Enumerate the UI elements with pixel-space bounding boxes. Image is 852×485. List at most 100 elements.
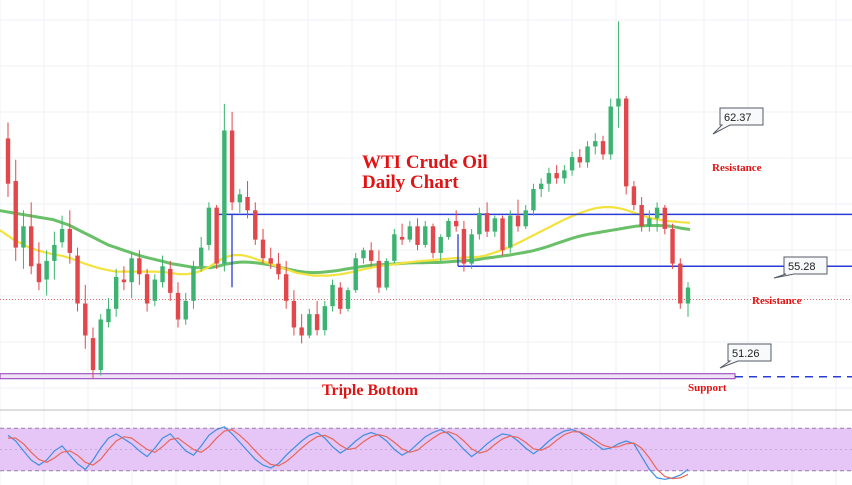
candle-bearish: [453, 210, 459, 232]
candle-bearish: [430, 223, 436, 259]
candle-body: [191, 266, 196, 301]
candle-body: [314, 314, 320, 331]
candle-bullish: [353, 252, 358, 293]
candle-body: [276, 263, 281, 275]
candle-bearish: [75, 247, 80, 312]
candle-bullish: [222, 103, 227, 272]
candle-body: [353, 258, 358, 291]
candle-body: [28, 226, 34, 267]
candle-body: [361, 250, 366, 259]
candle-bearish: [276, 252, 281, 280]
candle-bullish: [129, 252, 134, 299]
candle-body: [453, 220, 459, 227]
candle-bearish: [515, 199, 521, 232]
callout-text: 51.26: [732, 348, 760, 360]
candle-body: [608, 106, 613, 155]
candle-body: [531, 189, 536, 211]
candle-body: [322, 306, 328, 331]
candle-body: [623, 98, 629, 187]
candle-bullish: [361, 247, 366, 264]
candle-bullish: [492, 215, 498, 237]
candle-body: [106, 308, 111, 323]
candle-body: [399, 236, 405, 240]
candle-body: [160, 266, 165, 283]
moving-averages: [0, 206, 691, 277]
candle-bearish: [299, 314, 304, 344]
chart-title: WTI Crude Oil: [362, 152, 488, 173]
candle-bullish: [585, 141, 590, 168]
candle-bullish: [523, 205, 528, 229]
candle-bullish: [446, 218, 451, 240]
candle-bearish: [36, 242, 42, 291]
candle-body: [299, 327, 304, 336]
candle-body: [562, 170, 567, 179]
candle-body: [214, 207, 219, 264]
candle-bullish: [608, 98, 613, 160]
candle-bearish: [137, 250, 142, 285]
candle-bearish: [338, 282, 343, 315]
candle-body: [600, 141, 606, 155]
candle-bearish: [623, 95, 629, 195]
candle-body: [415, 226, 420, 245]
resistance-label-lower: Resistance: [752, 295, 802, 307]
candle-body: [423, 226, 428, 245]
candle-body: [168, 268, 173, 293]
candle-bearish: [268, 247, 273, 269]
candle-body: [59, 228, 65, 243]
candle-bearish: [399, 223, 405, 245]
candle-body: [654, 207, 660, 219]
candle-body: [90, 338, 96, 371]
candle-body: [67, 228, 73, 253]
candle-body: [206, 207, 212, 245]
candle-body: [500, 218, 505, 251]
candle-body: [477, 212, 482, 235]
candle-bearish: [577, 149, 583, 168]
candle-bullish: [531, 183, 536, 216]
candle-bullish: [654, 202, 660, 232]
price-label-62-37: 62.37: [712, 107, 764, 135]
candle-body: [631, 186, 637, 205]
callout-shape: [712, 107, 764, 135]
candle-body: [376, 260, 382, 288]
candle-body: [384, 260, 389, 288]
candle-bearish: [670, 223, 675, 269]
candle-bearish: [554, 165, 559, 184]
candle-bearish: [214, 205, 219, 269]
candle-body: [523, 210, 528, 227]
candle-bullish: [206, 202, 212, 251]
candle-body: [461, 228, 467, 264]
candle-bearish: [600, 135, 606, 160]
candle-body: [446, 220, 451, 237]
candle-bullish: [546, 167, 552, 192]
candle-bearish: [631, 181, 637, 211]
candle-bearish: [168, 260, 173, 301]
candle-bearish: [260, 228, 266, 264]
candle-bullish: [593, 133, 598, 155]
candle-body: [484, 212, 490, 232]
candle-body: [75, 255, 80, 304]
candle-body: [253, 210, 258, 240]
candle-bearish: [461, 220, 467, 272]
price-label-51-26: 51.26: [719, 343, 772, 369]
candle-body: [21, 226, 26, 248]
candles: [5, 21, 691, 379]
callout-shape: [773, 256, 828, 279]
candle-bullish: [183, 292, 188, 325]
candle-bullish: [438, 234, 443, 261]
candle-bullish: [330, 279, 335, 312]
support-band: [0, 373, 736, 380]
candle-body: [685, 287, 691, 304]
candle-bullish: [647, 210, 652, 232]
candle-bullish: [423, 220, 428, 248]
candle-bearish: [283, 260, 289, 309]
candle-body: [585, 146, 590, 163]
candle-bullish: [106, 298, 111, 328]
candle-bearish: [368, 242, 374, 267]
candle-body: [345, 290, 351, 309]
candle-body: [229, 130, 235, 203]
candle-body: [83, 303, 88, 336]
candle-bullish: [59, 215, 65, 248]
candle-body: [662, 207, 668, 229]
